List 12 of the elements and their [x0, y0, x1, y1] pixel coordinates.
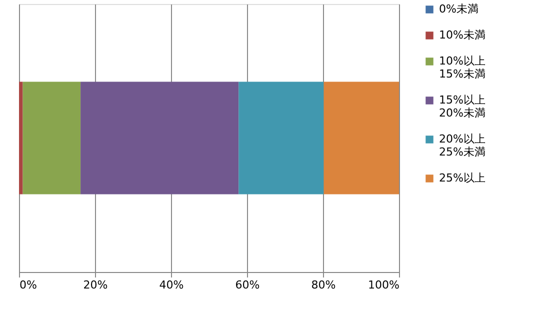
x-tick-label: 0%: [20, 278, 37, 292]
x-tick-label: 20%: [83, 278, 108, 292]
legend-label: 20%以上 25%未満: [439, 132, 486, 158]
x-tick-label: 100%: [368, 278, 400, 292]
legend-label: 25%以上: [439, 172, 486, 184]
legend-label: 10%未満: [439, 28, 486, 42]
legend-label: 15%以上 20%未満: [439, 94, 486, 120]
legend-label: 0%未満: [439, 2, 478, 16]
x-tick-label: 60%: [235, 278, 260, 292]
legend-label: 10%以上 15%未満: [439, 54, 486, 80]
x-tick-label: 40%: [159, 278, 184, 292]
x-tick-label: 80%: [311, 278, 336, 292]
